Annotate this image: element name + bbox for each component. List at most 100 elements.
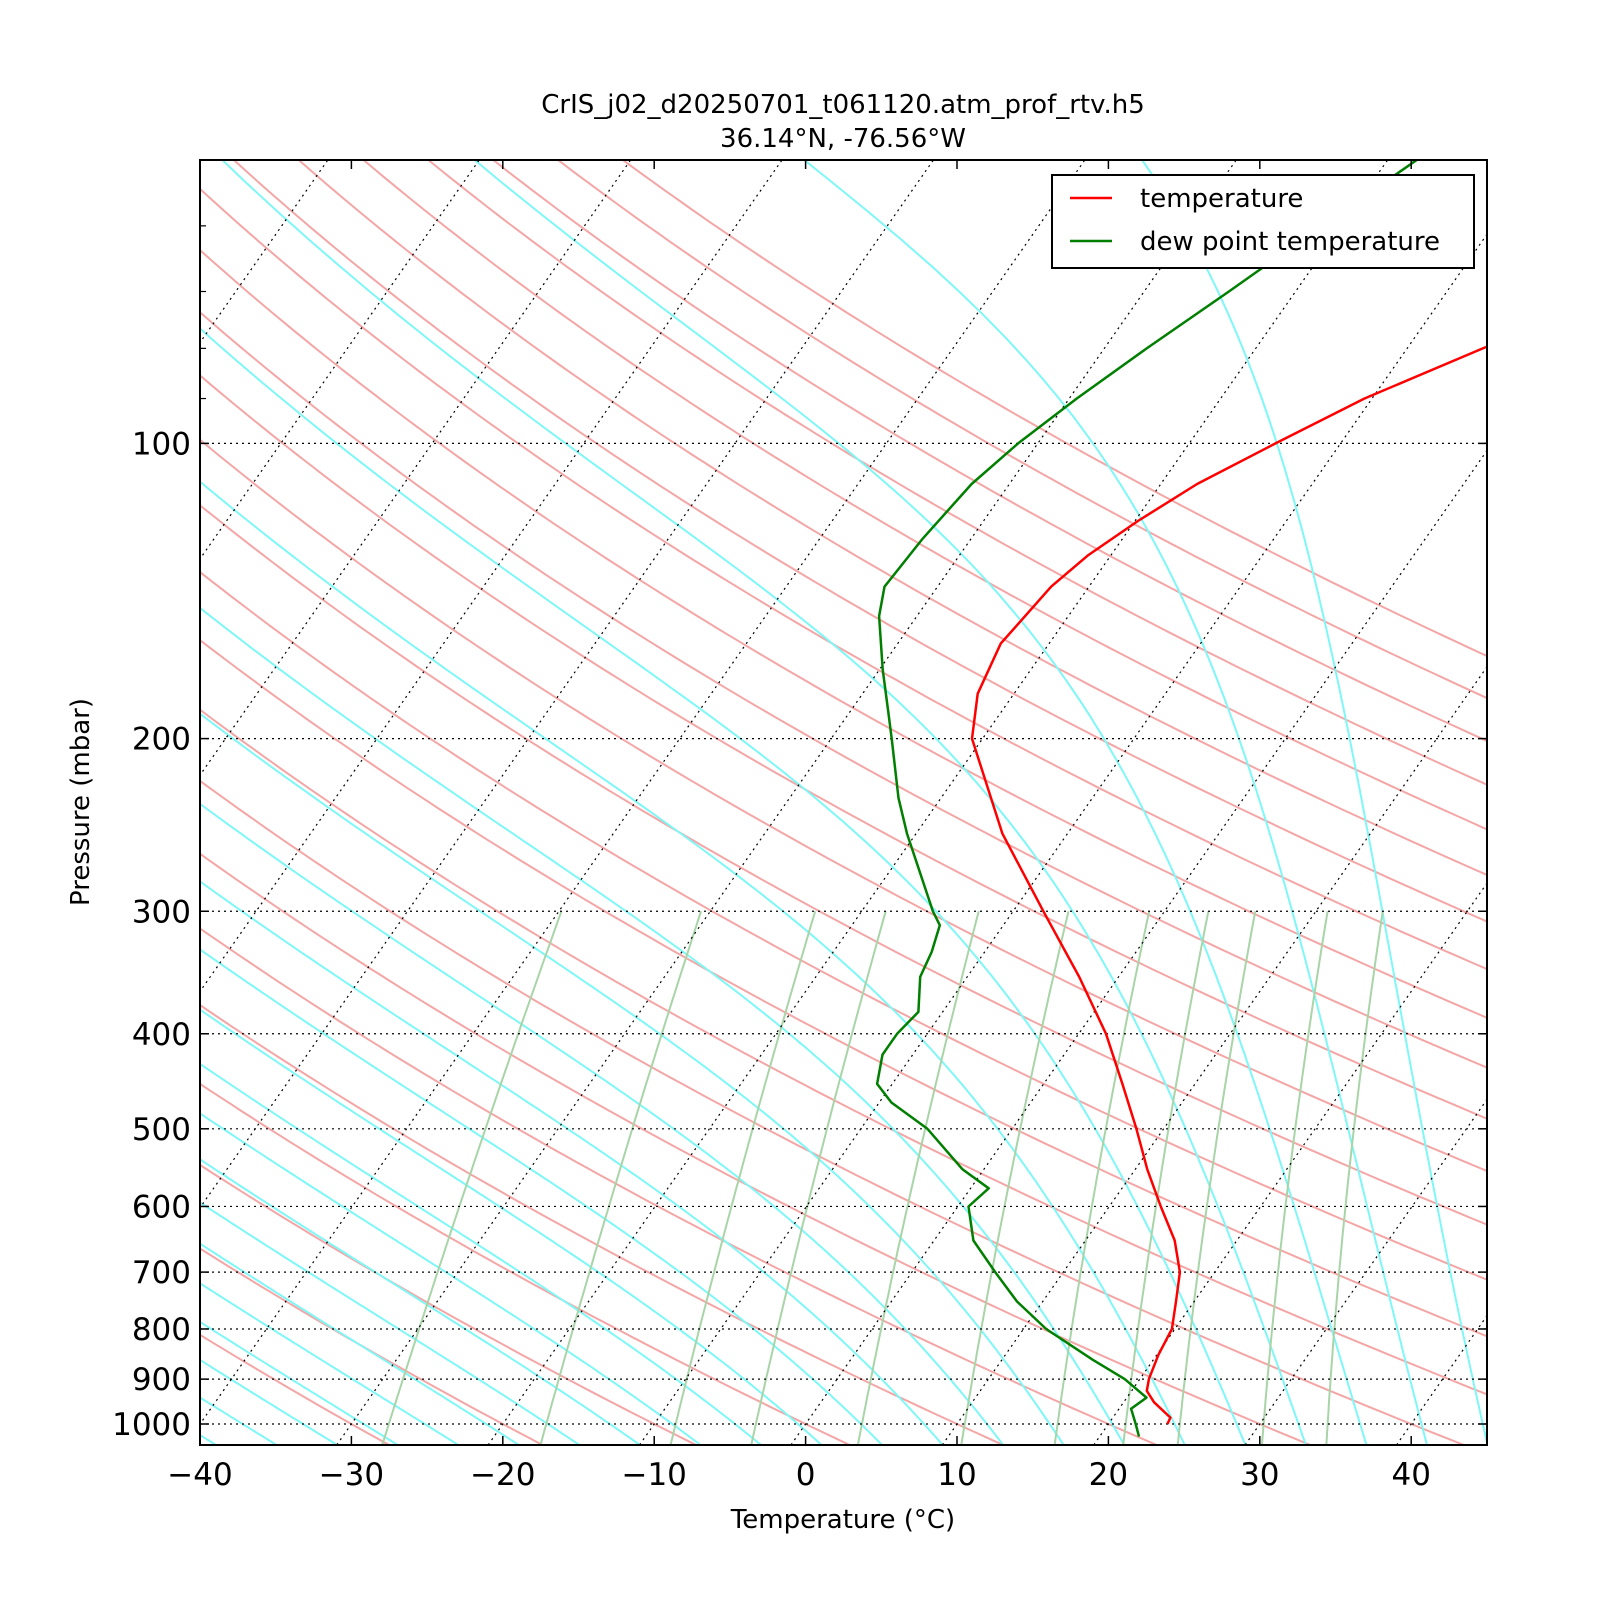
dry-adiabat: [200, 570, 1487, 1281]
dry-adiabat: [200, 1333, 391, 1445]
mixing-ratio-line: [1122, 911, 1210, 1445]
x-tick-label: 20: [1089, 1457, 1128, 1493]
x-tick-label: −40: [167, 1457, 232, 1493]
moist-adiabat: [1140, 160, 1487, 1445]
y-tick-label: 200: [132, 722, 191, 758]
y-axis-title: Pressure (mbar): [66, 698, 96, 906]
series-lines: [875, 160, 1487, 1437]
mixing-ratio-line: [669, 911, 817, 1445]
x-tick-label: −20: [470, 1457, 535, 1493]
isotherm-gridline: [1092, 882, 1487, 1445]
x-tick-label: 0: [796, 1457, 816, 1493]
dry-adiabat: [200, 852, 1313, 1445]
moist-adiabat: [473, 160, 1368, 1445]
dry-adiabat: [200, 779, 1467, 1445]
isotherm-gridline: [790, 449, 1487, 1445]
dry-adiabat: [556, 160, 1487, 700]
dry-adiabat: [491, 160, 1487, 743]
isotherm-gridline: [0, 103, 65, 1464]
moist-adiabat: [802, 160, 1428, 1445]
isotherm-gridline: [200, 160, 632, 777]
dry-adiabat: [200, 248, 1487, 1019]
x-axis: −40 −30 −20 −10 0 10 20 30 40: [167, 160, 1431, 1493]
moist-adiabat: [200, 948, 883, 1445]
moist-adiabat: [200, 1282, 459, 1445]
moist-adiabat: [200, 327, 1247, 1445]
series-line-temperature: [970, 345, 1487, 1425]
y-tick-label: 600: [132, 1189, 191, 1225]
mixing-ratio-line: [960, 911, 1070, 1445]
series-line-dewpoint: [875, 160, 1419, 1437]
mixing-ratio-line: [1325, 911, 1384, 1445]
grid-lines: [0, 103, 1600, 1464]
mixing-ratio-line: [1176, 911, 1257, 1445]
mixing-ratio-line: [381, 910, 563, 1445]
moist-adiabat: [200, 1242, 520, 1445]
moist-adiabat: [200, 1008, 822, 1445]
moist-adiabat: [200, 802, 1004, 1445]
isotherm-gridline: [487, 160, 1389, 1445]
moist-adiabat: [200, 1433, 217, 1445]
mixing-ratio-line: [1261, 911, 1329, 1445]
moist-adiabat: [200, 1201, 580, 1445]
moist-adiabat: [200, 1320, 398, 1445]
legend: temperature dew point temperature: [1051, 174, 1475, 269]
mixing-ratio-line: [1053, 911, 1151, 1445]
mixing-ratio-line: [539, 910, 702, 1445]
y-tick-label: 900: [132, 1362, 191, 1398]
moist-adiabat: [200, 1158, 641, 1445]
dry-adiabat: [200, 504, 1487, 1226]
dry-adiabat: [200, 927, 1160, 1445]
mixing-ratio-line: [750, 911, 887, 1445]
chart-title: CrIS_j02_d20250701_t061120.atm_prof_rtv.…: [541, 90, 1145, 120]
x-tick-label: −10: [621, 1457, 686, 1493]
y-axis: 100 200 300 400 500 600 700 800 900 1000: [112, 225, 1487, 1443]
legend-label-temperature: temperature: [1140, 184, 1303, 214]
isotherm-gridline: [335, 160, 1237, 1445]
x-tick-label: 30: [1240, 1457, 1279, 1493]
dry-adiabat: [200, 708, 1487, 1396]
legend-box: [1051, 174, 1475, 269]
dry-adiabat: [621, 160, 1487, 658]
dry-adiabat: [297, 160, 1487, 877]
dry-adiabat: [200, 187, 1487, 971]
y-tick-label: 300: [132, 894, 191, 930]
dry-adiabat: [200, 1082, 852, 1445]
mixing-ratio-line: [856, 911, 980, 1445]
isotherm-gridline: [200, 160, 1086, 1426]
y-tick-label: 400: [132, 1017, 191, 1053]
dry-adiabat: [426, 160, 1487, 786]
legend-label-dewpoint: dew point temperature: [1140, 227, 1440, 257]
y-tick-label: 700: [132, 1255, 191, 1291]
isotherm-gridline: [1395, 1314, 1487, 1445]
moist-adiabat: [220, 160, 1307, 1445]
x-tick-label: 10: [937, 1457, 976, 1493]
moist-adiabat: [200, 1112, 701, 1445]
x-tick-label: −30: [319, 1457, 384, 1493]
chart-subtitle: 36.14°N, -76.56°W: [720, 124, 966, 154]
moist-adiabat: [200, 712, 1065, 1445]
isotherm-gridline: [1534, 103, 1600, 1464]
dry-adiabat: [200, 1003, 1006, 1445]
x-axis-title: Temperature (°C): [730, 1505, 955, 1535]
y-tick-label: 500: [132, 1112, 191, 1148]
dry-adiabat: [232, 160, 1487, 923]
y-tick-label: 1000: [112, 1407, 191, 1443]
moist-adiabat: [200, 1062, 762, 1445]
dry-adiabat: [200, 638, 1487, 1338]
moist-adiabat: [200, 480, 1186, 1445]
x-tick-label: 40: [1391, 1457, 1430, 1493]
moist-adiabat: [200, 880, 944, 1445]
moist-adiabat: [200, 606, 1125, 1445]
background-lines: [200, 160, 1487, 1445]
dry-adiabat: [200, 438, 1487, 1173]
dry-adiabat: [200, 1163, 699, 1445]
isotherm-gridline: [638, 233, 1487, 1445]
isotherm-gridline: [1244, 1098, 1487, 1445]
y-tick-label: 800: [132, 1312, 191, 1348]
plot-frame: [199, 159, 1488, 1446]
y-tick-label: 100: [132, 426, 191, 462]
isotherm-gridline: [941, 665, 1487, 1445]
dry-adiabat: [362, 160, 1487, 831]
